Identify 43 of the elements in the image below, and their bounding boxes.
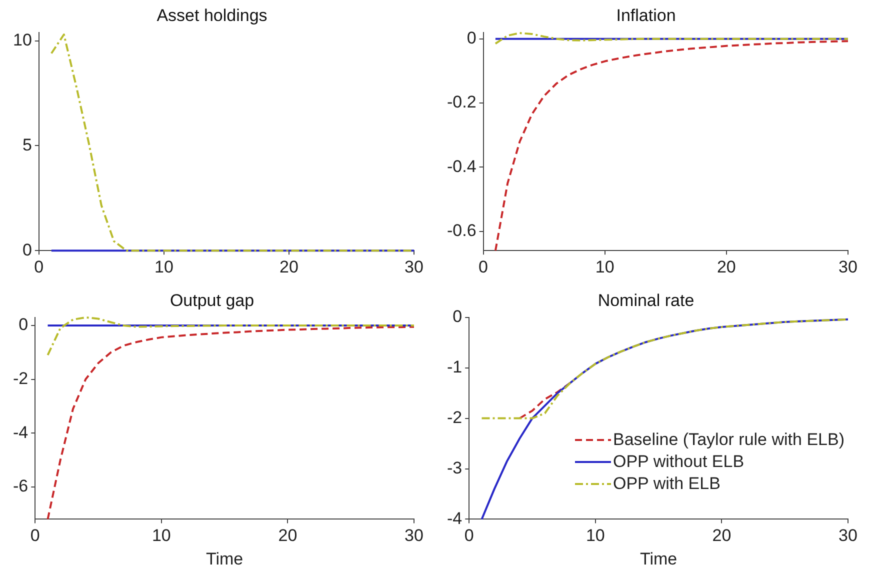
- y-tick-label: -3: [446, 458, 462, 478]
- line-series: [46, 316, 415, 356]
- y-tick-label: 0: [18, 315, 28, 334]
- y-tick-label: -4: [446, 508, 462, 528]
- x-tick-label: 0: [34, 257, 44, 276]
- legend-label: OPP without ELB: [613, 451, 744, 474]
- y-tick-label: -4: [12, 422, 28, 442]
- line-series: [494, 40, 849, 252]
- y-tick-label: 0: [466, 28, 476, 48]
- x-tick-label: 20: [716, 257, 736, 276]
- x-tick-label: 20: [712, 526, 732, 546]
- x-tick-label: 20: [278, 526, 298, 546]
- chart-title: Asset holdings: [156, 6, 268, 25]
- chart-title: Inflation: [616, 6, 676, 25]
- y-tick-label: -6: [12, 476, 28, 496]
- x-tick-label: 10: [595, 257, 614, 276]
- legend-label: Baseline (Taylor rule with ELB): [613, 429, 844, 452]
- x-tick-label: 30: [404, 526, 424, 546]
- y-tick-label: -0.4: [446, 156, 476, 176]
- x-tick-label: 10: [152, 526, 171, 546]
- y-tick-label: -2: [446, 408, 462, 427]
- x-tick-label: 30: [838, 257, 858, 276]
- legend-label: OPP with ELB: [613, 473, 720, 496]
- x-tick-label: 10: [586, 526, 605, 546]
- y-tick-label: 10: [12, 30, 32, 50]
- x-tick-label: 20: [280, 257, 298, 276]
- x-tick-label: 30: [838, 526, 858, 546]
- y-tick-label: -0.6: [446, 221, 476, 240]
- y-tick-label: -0.2: [446, 92, 476, 112]
- x-axis-title: Time: [206, 549, 244, 568]
- chart-title: Nominal rate: [598, 290, 694, 310]
- y-tick-label: 0: [22, 240, 32, 260]
- y-tick-label: -2: [12, 368, 28, 388]
- x-tick-label: 30: [404, 257, 424, 276]
- y-tick-label: 0: [452, 307, 462, 326]
- line-series: [46, 326, 415, 520]
- y-tick-label: -1: [446, 358, 462, 377]
- y-tick-label: 5: [22, 135, 32, 154]
- line-series: [494, 32, 849, 45]
- x-tick-label: 10: [154, 257, 174, 276]
- x-tick-label: 0: [478, 257, 488, 276]
- chart-title: Output gap: [170, 290, 254, 310]
- x-axis-title: Time: [640, 549, 678, 568]
